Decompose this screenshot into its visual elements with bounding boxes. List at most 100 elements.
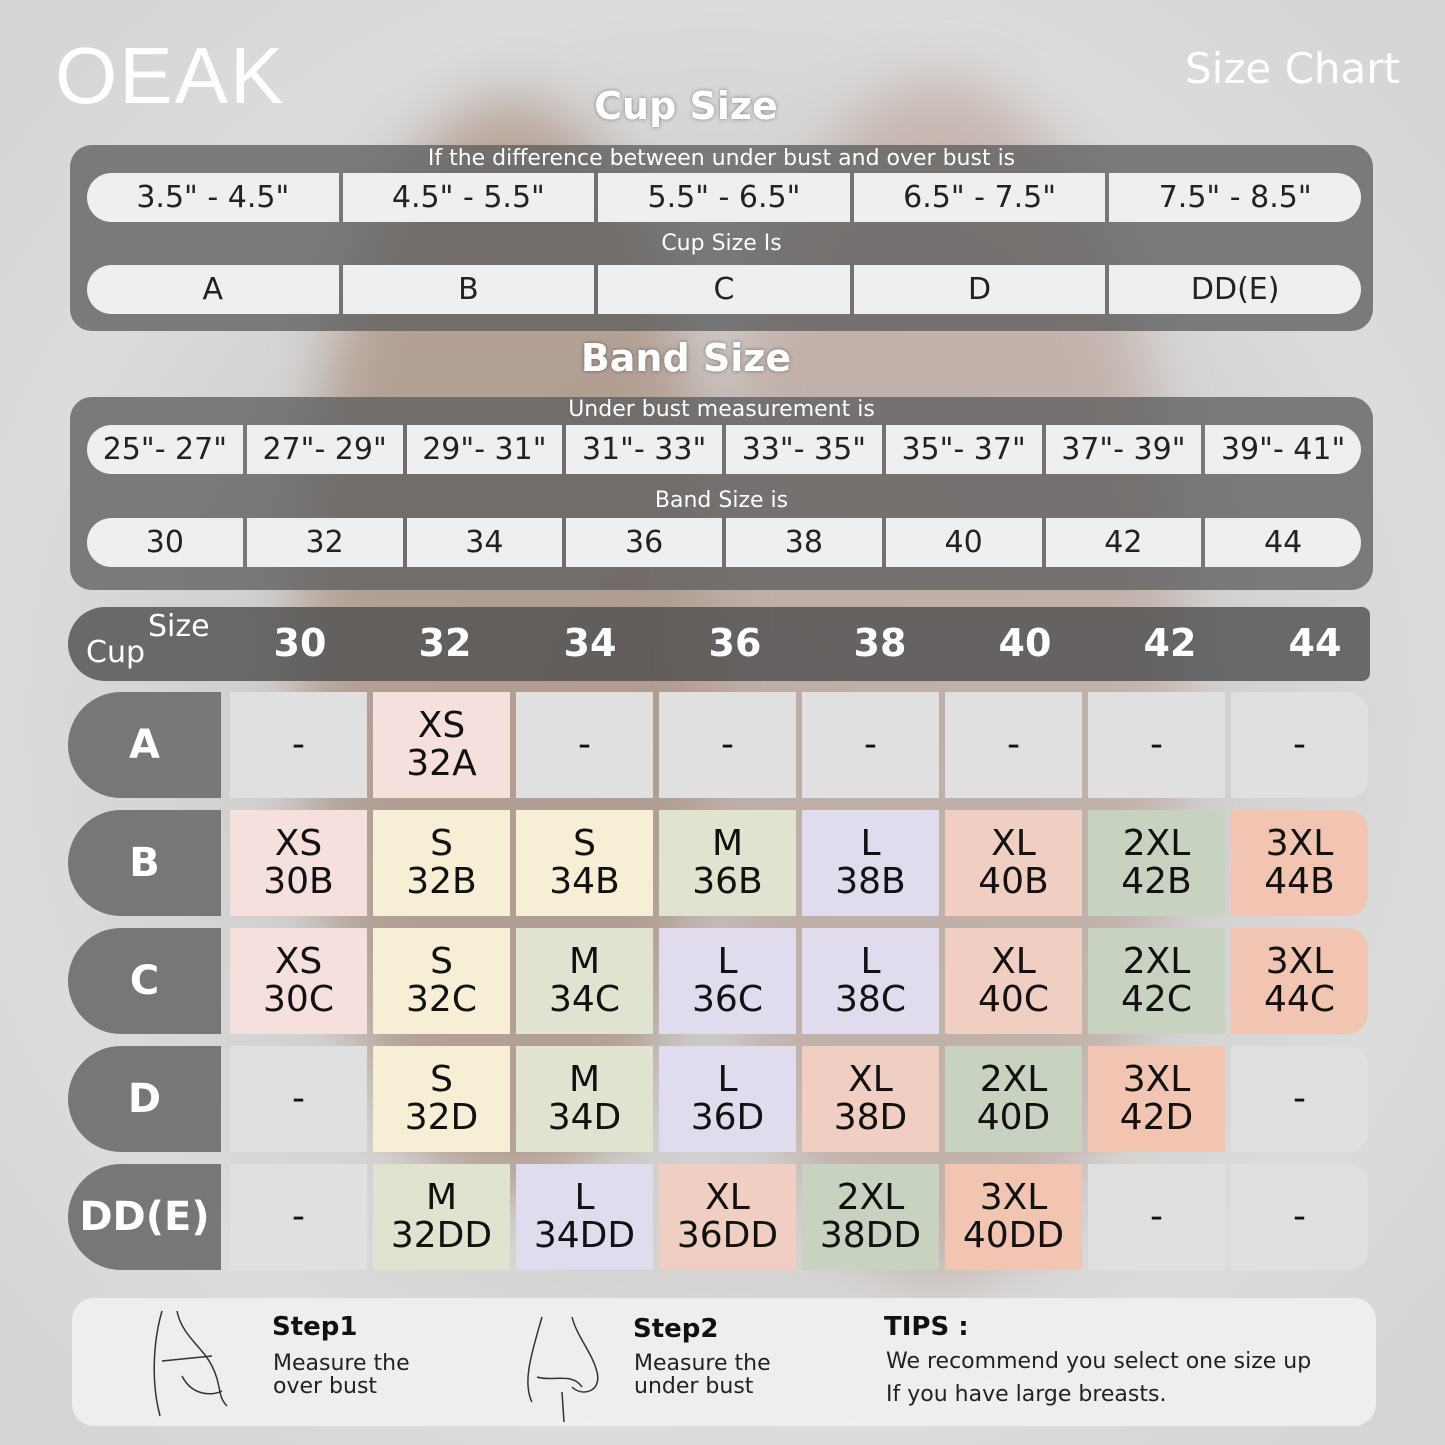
size-code: 36B — [692, 861, 763, 902]
brand-logo: OEAK — [55, 31, 286, 120]
pill-cell: 4.5" - 5.5" — [342, 173, 595, 222]
table-header: Size Cup 30 32 34 36 38 40 42 44 — [68, 607, 1370, 681]
size-cell: S 32B — [373, 810, 510, 916]
over-bust-illustration-icon — [153, 1310, 228, 1417]
pill-cell: 5.5" - 6.5" — [598, 173, 850, 222]
size-cell: M 34C — [516, 928, 653, 1034]
size-cell: L 34DD — [516, 1164, 653, 1270]
column-header: 44 — [1288, 621, 1342, 665]
tips-title: TIPS : — [884, 1312, 969, 1342]
size-label: - — [1007, 724, 1020, 765]
pill-cell: 37"- 39" — [1045, 425, 1202, 474]
tips-line1: We recommend you select one size up — [886, 1349, 1312, 1374]
size-cell: - — [659, 692, 796, 798]
size-cell: XL 36DD — [659, 1164, 796, 1270]
size-label: 3XL — [1265, 941, 1334, 982]
size-code: 44C — [1264, 979, 1335, 1020]
size-code: 40D — [976, 1097, 1051, 1138]
column-header: 30 — [273, 621, 327, 665]
size-label: 3XL — [1122, 1059, 1191, 1100]
size-label: M — [568, 1059, 601, 1100]
pill-cell: 35"- 37" — [885, 425, 1042, 474]
size-label: L — [717, 1059, 738, 1100]
size-label: M — [568, 941, 601, 982]
size-code: 38B — [835, 861, 906, 902]
step2-title: Step2 — [633, 1314, 719, 1344]
pill-cell: 6.5" - 7.5" — [853, 173, 1106, 222]
pill-cell: D — [853, 265, 1106, 314]
page-title: Size Chart — [1185, 44, 1400, 93]
size-code: 38DD — [819, 1215, 922, 1256]
size-cell: XL 40B — [945, 810, 1082, 916]
size-code: 32D — [404, 1097, 479, 1138]
band-caption: Under bust measurement is — [568, 397, 875, 422]
size-label: XL — [848, 1059, 893, 1100]
column-header: 40 — [998, 621, 1052, 665]
size-cell: XS 30C — [230, 928, 367, 1034]
pill-cell: 32 — [246, 518, 403, 567]
size-code: 42D — [1119, 1097, 1194, 1138]
pill-cell: 36 — [566, 518, 722, 567]
size-label: - — [1293, 724, 1306, 765]
size-label: S — [430, 823, 453, 864]
pill-cell: 3.5" - 4.5" — [87, 173, 339, 222]
measuring-guide: Step1 Measure the over bust Step2 Measur… — [72, 1298, 1376, 1426]
pill-cell: 30 — [87, 518, 243, 567]
size-label: XL — [991, 823, 1036, 864]
size-label: M — [711, 823, 744, 864]
difference-row: 3.5" - 4.5" 4.5" - 5.5" 5.5" - 6.5" 6.5" - … — [87, 173, 1361, 222]
row-header-cup: A — [68, 692, 221, 798]
size-label: XS — [274, 941, 323, 982]
band-size-heading: Band Size — [580, 336, 792, 380]
pill-cell: 33"- 35" — [726, 425, 882, 474]
size-code: 38D — [833, 1097, 908, 1138]
step2-line1: Measure the — [634, 1351, 771, 1376]
size-code: 40C — [978, 979, 1049, 1020]
size-label: - — [292, 1078, 305, 1119]
size-label: - — [864, 724, 877, 765]
pill-cell: 25"- 27" — [87, 425, 243, 474]
size-code: 30B — [263, 861, 334, 902]
pill-cell: 7.5" - 8.5" — [1109, 173, 1361, 222]
cup-label: Cup — [86, 635, 146, 670]
column-header: 42 — [1143, 621, 1197, 665]
pill-cell: A — [87, 265, 339, 314]
size-cell: S 34B — [516, 810, 653, 916]
size-code: 36DD — [676, 1215, 779, 1256]
size-code: 38C — [835, 979, 906, 1020]
size-cell: 3XL 42D — [1088, 1046, 1225, 1152]
size-label: - — [1150, 724, 1163, 765]
size-label: 2XL — [836, 1177, 905, 1218]
size-label: XS — [274, 823, 323, 864]
size-code: 34D — [547, 1097, 622, 1138]
row-header-cup: DD(E) — [68, 1164, 221, 1270]
size-label: L — [717, 941, 738, 982]
size-cell: 3XL 44B — [1231, 810, 1368, 916]
size-label: - — [1150, 1196, 1163, 1237]
size-cell: M 36B — [659, 810, 796, 916]
size-cell: 3XL 44C — [1231, 928, 1368, 1034]
size-label: - — [1293, 1078, 1306, 1119]
pill-cell: 31"- 33" — [566, 425, 722, 474]
pill-cell: 29"- 31" — [406, 425, 563, 474]
size-cell: XS 30B — [230, 810, 367, 916]
size-cell: M 34D — [516, 1046, 653, 1152]
size-code: 34B — [549, 861, 620, 902]
band-row: 30 32 34 36 38 40 42 44 — [87, 518, 1361, 567]
size-cell: L 38C — [802, 928, 939, 1034]
size-label: - — [578, 724, 591, 765]
size-label: M — [425, 1177, 458, 1218]
size-code: 32B — [406, 861, 477, 902]
size-code: 34DD — [533, 1215, 636, 1256]
size-label: XS — [417, 705, 466, 746]
cup-caption: If the difference between under bust and… — [427, 146, 1016, 171]
size-cell: XS 32A — [373, 692, 510, 798]
size-label: 3XL — [1265, 823, 1334, 864]
row-header-cup: D — [68, 1046, 221, 1152]
size-cell: - — [1231, 1164, 1368, 1270]
pill-cell: 27"- 29" — [246, 425, 403, 474]
size-cell: 2XL 38DD — [802, 1164, 939, 1270]
size-code: 30C — [263, 979, 334, 1020]
size-code: 42B — [1121, 861, 1192, 902]
column-header: 32 — [418, 621, 472, 665]
